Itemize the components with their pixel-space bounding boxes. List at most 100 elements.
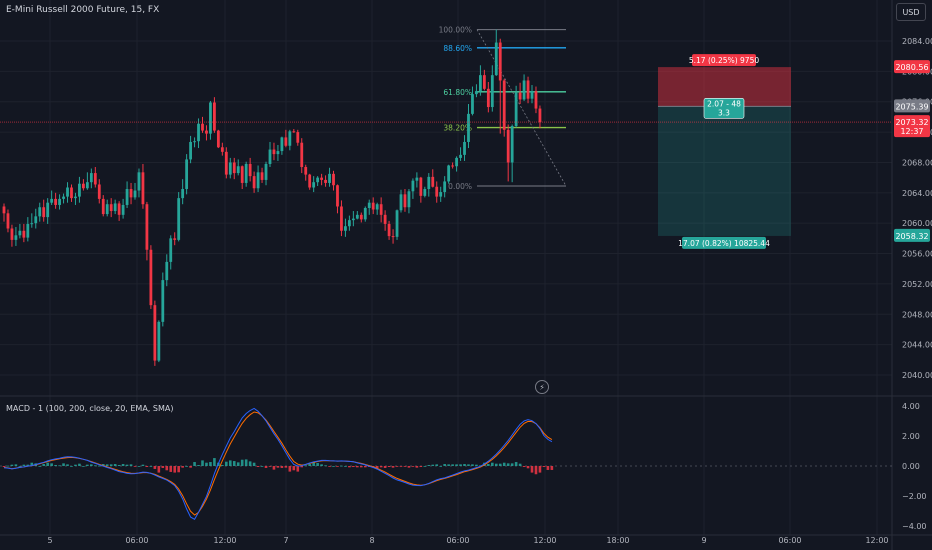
macd-histogram-bar [463, 464, 466, 466]
macd-histogram-bar [491, 462, 494, 466]
candle-body [359, 214, 363, 220]
candle-body [248, 163, 252, 177]
candle-body [54, 198, 58, 205]
macd-histogram-bar [284, 466, 288, 468]
candle-body [312, 182, 316, 188]
macd-histogram-bar [205, 462, 208, 466]
macd-histogram-bar [522, 466, 526, 467]
macd-histogram-bar [153, 466, 157, 469]
macd-histogram-bar [260, 466, 264, 467]
candle-body [399, 194, 403, 211]
candle-body [340, 206, 343, 231]
macd-histogram-bar [46, 462, 49, 466]
chart-title: E-Mini Russell 2000 Future, 15, FX [6, 5, 160, 15]
macd-histogram-bar [415, 466, 419, 468]
candle-body [383, 214, 387, 224]
candle-body [506, 129, 510, 163]
lightning-icon[interactable]: ⚡ [535, 380, 549, 394]
time-tick-label: 8 [369, 536, 374, 545]
candle-body [6, 213, 10, 229]
candle-body [443, 181, 447, 193]
macd-histogram-bar [427, 465, 431, 466]
macd-histogram-bar [244, 459, 248, 466]
time-tick-label: 12:00 [865, 536, 888, 545]
candle-body [46, 202, 50, 218]
macd-histogram-bar [439, 466, 442, 467]
entry-price-label-box [894, 99, 930, 113]
candle-body [125, 189, 129, 205]
macd-histogram-bar [272, 466, 276, 470]
candle-body [240, 166, 244, 183]
time-tick-label: 18:00 [606, 536, 629, 545]
macd-histogram-bar [105, 464, 109, 466]
macd-histogram-bar [86, 464, 89, 466]
macd-histogram-bar [451, 464, 454, 466]
macd-histogram-bar [407, 466, 411, 468]
macd-histogram-bar [352, 466, 355, 467]
candle-body [121, 204, 125, 215]
candle-body [145, 204, 149, 250]
time-tick-label: 5 [47, 536, 52, 545]
macd-histogram-bar [225, 461, 228, 466]
candle-body [276, 151, 280, 155]
macd-histogram-bar [423, 466, 427, 467]
candle-body [113, 203, 117, 212]
price-tick-label: 2052.00 [902, 280, 932, 289]
fib-level-label: 38.20% [443, 124, 472, 133]
candle-body [141, 172, 145, 205]
time-tick-label: 7 [283, 536, 288, 545]
candle-body [447, 165, 451, 182]
macd-histogram-bar [141, 464, 145, 466]
macd-histogram-bar [518, 463, 522, 466]
macd-histogram-bar [348, 466, 351, 468]
candle-body [371, 202, 375, 210]
currency-button[interactable]: USD [896, 3, 926, 21]
long-position-tool[interactable]: 5.17 (0.25%) 9750 2.07 - 483.3 17.07 (0.82… [658, 54, 791, 249]
candle-body [526, 80, 530, 99]
price-tick-label: 2084.00 [902, 37, 932, 46]
candle-body [387, 223, 391, 237]
macd-histogram-bar [268, 466, 272, 467]
candle-body [244, 163, 248, 183]
macd-histogram-bar [125, 464, 129, 466]
macd-histogram-bar [431, 464, 435, 466]
candle-body [97, 184, 101, 199]
candle-body [109, 204, 113, 212]
macd-histogram-bar [228, 460, 232, 466]
candle-body [58, 198, 61, 205]
fib-level-label: 100.00% [439, 26, 472, 35]
macd-line [3, 407, 553, 520]
candle-body [101, 198, 105, 215]
macd-histogram-bar [50, 463, 53, 466]
macd-histogram-bar [363, 466, 367, 468]
macd-histogram-bar [264, 466, 268, 468]
macd-histogram-bar [320, 464, 323, 466]
candle-body [288, 131, 292, 146]
time-axis[interactable]: 5 06:00 12:00 7 8 06:00 12:00 18:00 9 06:00 12:00 [47, 536, 888, 545]
macd-histogram-bar [117, 465, 121, 466]
macd-histogram-bar [70, 466, 73, 467]
macd-histogram-bar [411, 466, 415, 467]
macd-histogram-bar [467, 464, 470, 466]
macd-histogram-bar [201, 460, 204, 466]
macd-histogram-bar [276, 466, 280, 468]
candle-body [395, 210, 399, 237]
current-price-label-box [894, 115, 930, 138]
macd-histogram-bar [145, 466, 149, 467]
candle-body [308, 174, 312, 188]
candle-body [518, 92, 522, 100]
macd-histogram-bar [221, 465, 224, 466]
macd-histogram-bar [435, 464, 439, 466]
macd-histogram-bar [10, 464, 14, 466]
macd-histogram-bar [312, 462, 315, 466]
candle-body [272, 149, 276, 155]
candle-body [264, 163, 268, 180]
price-tick-label: 2048.00 [902, 310, 932, 319]
candle-body [347, 220, 351, 227]
macd-histogram-bar [173, 466, 177, 473]
macd-histogram-bar [391, 466, 395, 468]
candle-body [375, 204, 379, 210]
